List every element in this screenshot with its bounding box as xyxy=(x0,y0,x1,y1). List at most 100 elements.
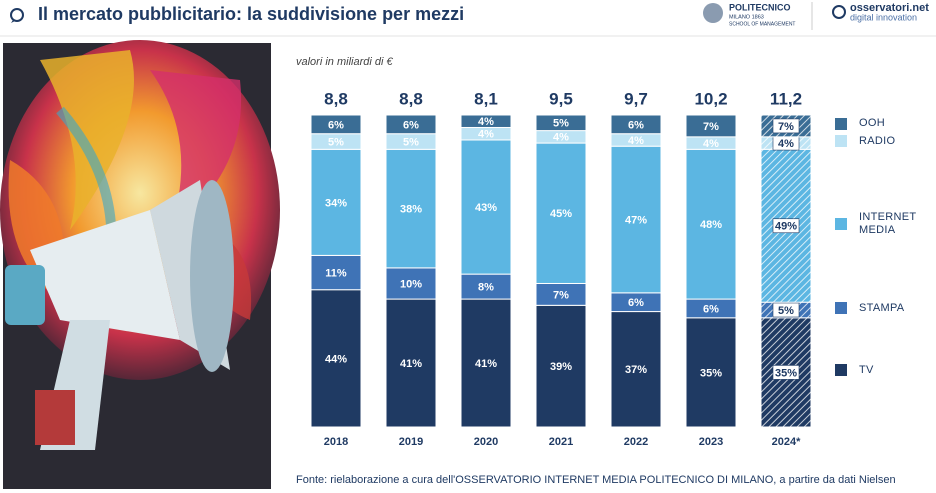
total-label: 9,5 xyxy=(549,89,573,108)
data-label: 6% xyxy=(328,119,344,131)
bar-segment xyxy=(685,317,737,428)
total-label: 8,8 xyxy=(324,89,348,108)
logo-text: osservatori.net xyxy=(850,2,929,14)
x-tick-label: 2023 xyxy=(699,436,723,448)
legend-swatch xyxy=(835,135,847,148)
data-label: 41% xyxy=(400,358,422,370)
data-label: 11% xyxy=(325,267,347,279)
legend-item: OOH xyxy=(835,117,929,130)
logo-text: MILANO 1863 xyxy=(729,14,764,20)
data-label: 5% xyxy=(778,305,794,317)
legend-item: RADIO xyxy=(835,135,929,148)
data-label: 6% xyxy=(703,303,719,315)
data-label: 37% xyxy=(625,364,647,376)
total-label: 9,7 xyxy=(624,89,648,108)
total-label: 11,2 xyxy=(770,89,802,108)
bar-segment xyxy=(460,139,512,275)
bar-segment xyxy=(310,114,362,135)
data-label: 5% xyxy=(553,118,569,130)
data-label: 4% xyxy=(553,132,569,144)
legend-swatch xyxy=(835,302,847,314)
data-label: 5% xyxy=(328,136,344,148)
bar-segment xyxy=(610,114,662,135)
logo-text: digital innovation xyxy=(850,12,917,22)
legend-text: OOH xyxy=(859,117,885,130)
bar-segment xyxy=(685,148,737,300)
bar-segment xyxy=(460,273,512,300)
legend-text: RADIO xyxy=(859,134,896,147)
label-box xyxy=(772,118,800,134)
legend-swatch xyxy=(835,364,847,377)
data-label: 47% xyxy=(625,214,647,226)
data-label: 5% xyxy=(403,136,419,148)
bar-segment xyxy=(310,289,362,428)
data-label: 7% xyxy=(778,121,794,133)
bar-segment xyxy=(460,298,512,428)
legend-swatch xyxy=(835,117,847,130)
data-label: 6% xyxy=(628,119,644,131)
data-label: 4% xyxy=(478,129,494,141)
bar-segment xyxy=(610,145,662,294)
label-box xyxy=(772,302,800,318)
logo-text: POLITECNICO xyxy=(729,2,791,12)
label-box xyxy=(772,218,800,234)
data-label: 45% xyxy=(550,208,572,220)
data-label: 44% xyxy=(325,353,347,365)
bar-segment xyxy=(535,114,587,132)
legend-item: INTERNET MEDIA xyxy=(835,211,929,237)
data-label: 6% xyxy=(403,119,419,131)
x-tick-label: 2022 xyxy=(624,436,648,448)
data-label: 8% xyxy=(478,282,494,294)
x-tick-label: 2021 xyxy=(549,436,573,448)
x-tick-label: 2018 xyxy=(324,436,348,448)
legend-item: TV xyxy=(835,364,929,377)
data-label: 7% xyxy=(703,121,719,133)
data-label: 4% xyxy=(778,138,794,150)
legend-text: INTERNET MEDIA xyxy=(859,210,917,236)
data-label: 38% xyxy=(400,204,422,216)
chart-subtitle: valori in miliardi di € xyxy=(296,56,393,68)
data-label: 43% xyxy=(475,202,497,214)
data-label: 4% xyxy=(703,138,719,150)
bar-segment xyxy=(535,142,587,284)
x-tick-label: 2024* xyxy=(772,436,801,448)
data-label: 34% xyxy=(325,197,347,209)
bar-segment xyxy=(385,298,437,428)
data-label: 41% xyxy=(475,358,497,370)
logo-text: SCHOOL OF MANAGEMENT xyxy=(729,21,796,27)
data-label: 4% xyxy=(478,116,494,128)
slide-title: Il mercato pubblicitario: la suddivision… xyxy=(38,4,464,24)
total-label: 8,8 xyxy=(399,89,423,108)
x-tick-label: 2019 xyxy=(399,436,423,448)
bar-segment xyxy=(610,311,662,428)
header-icon xyxy=(10,8,24,22)
bar-segment xyxy=(385,114,437,135)
legend-swatch xyxy=(835,217,847,230)
data-label: 10% xyxy=(400,278,422,290)
data-label: 6% xyxy=(628,297,644,309)
logo-icon xyxy=(832,5,846,19)
x-tick-label: 2020 xyxy=(474,436,498,448)
source-note: Fonte: rielaborazione a cura dell'OSSERV… xyxy=(296,474,896,486)
header: Il mercato pubblicitario: la suddivision… xyxy=(0,2,936,37)
header-icon xyxy=(11,20,15,23)
data-label: 7% xyxy=(553,289,569,301)
legend-text: STAMPA xyxy=(859,301,905,314)
data-label: 35% xyxy=(775,367,797,379)
bar-segment xyxy=(685,114,737,138)
bar-segment xyxy=(460,114,512,128)
legend-text: TV xyxy=(859,363,874,376)
total-label: 10,2 xyxy=(694,89,727,108)
label-box xyxy=(772,365,800,380)
legend-item: STAMPA xyxy=(835,302,929,315)
total-label: 8,1 xyxy=(474,89,498,108)
logo-seal xyxy=(703,3,723,23)
data-label: 39% xyxy=(550,361,572,373)
data-label: 4% xyxy=(628,135,644,147)
data-label: 49% xyxy=(775,221,797,233)
data-label: 35% xyxy=(700,367,722,379)
data-label: 48% xyxy=(700,219,722,231)
illustration xyxy=(0,40,280,489)
